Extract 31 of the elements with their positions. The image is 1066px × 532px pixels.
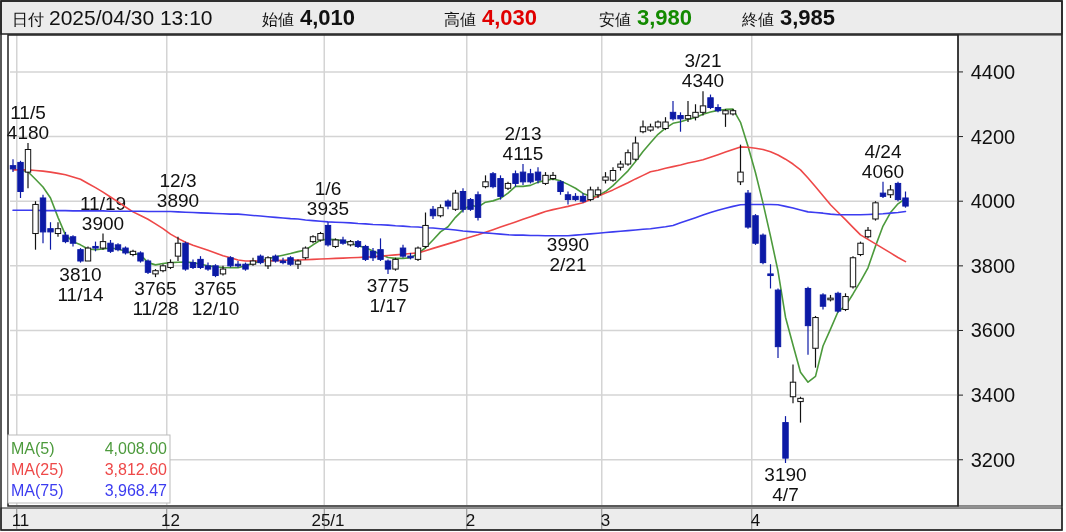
chart-title: 日付 2025/04/30 13:10 (12, 6, 213, 29)
annotation: 3190 4/7 (764, 463, 807, 505)
text: 始値 4,010 (262, 5, 356, 30)
x-tick-label: 2 (465, 511, 476, 530)
annotation: 3/21 4340 (681, 50, 725, 92)
annotation: 3765 11/28 (132, 278, 179, 320)
x-tick-label: 3 (600, 511, 611, 530)
text: 安値 3,980 (599, 5, 693, 30)
x-tick-label: 4 (750, 511, 761, 530)
series-names: MA(5) 4,008.00 MA(25) 3,812.60 MA(75) 3,968.47 (7, 434, 171, 504)
y-tick-label: 3200 (970, 448, 1016, 471)
annotation: 4/24 4060 (861, 140, 905, 182)
annotation: 1/6 3935 (306, 178, 350, 220)
y-tick-label: 4000 (970, 190, 1016, 213)
annotation: 3765 12/10 (191, 278, 240, 320)
x-tick-label: 11 (11, 511, 30, 530)
y-tick-label: 4400 (970, 60, 1016, 83)
x-tick-label: 12 (161, 511, 180, 530)
y-tick-label: 3800 (970, 254, 1016, 277)
y-tick-label: 3600 (970, 319, 1016, 342)
annotation: 11/19 3900 (79, 192, 127, 234)
x-tick-label: 25/1 (311, 511, 345, 530)
annotation: 3775 1/17 (366, 274, 410, 316)
annotation: 2/13 4115 (502, 123, 544, 165)
annotation: 12/3 3890 (156, 169, 200, 211)
annotation: 3810 11/14 (57, 263, 104, 305)
y-tick-label: 3400 (970, 384, 1016, 407)
text: 高値 4,030 (444, 5, 538, 30)
annotation: 3990 2/21 (546, 234, 590, 276)
y-tick-label: 4200 (970, 125, 1016, 148)
text: 終値 3,985 (741, 5, 836, 30)
